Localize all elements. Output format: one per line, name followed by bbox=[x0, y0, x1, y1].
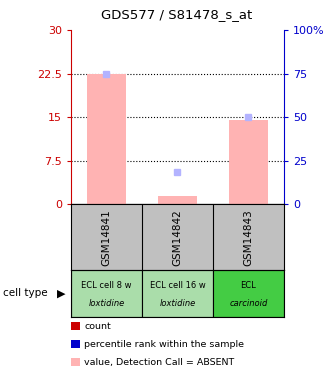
Text: count: count bbox=[84, 322, 111, 331]
Text: GSM14841: GSM14841 bbox=[101, 209, 112, 266]
Bar bbox=[158, 196, 197, 204]
Text: ECL cell 8 w: ECL cell 8 w bbox=[81, 280, 132, 290]
Text: GSM14843: GSM14843 bbox=[243, 209, 253, 266]
Text: value, Detection Call = ABSENT: value, Detection Call = ABSENT bbox=[84, 358, 234, 367]
Text: ▶: ▶ bbox=[57, 288, 65, 298]
Text: cell type: cell type bbox=[3, 288, 48, 298]
Text: carcinoid: carcinoid bbox=[229, 299, 268, 308]
Bar bbox=[213, 270, 284, 317]
Text: ECL: ECL bbox=[241, 280, 256, 290]
Bar bbox=[71, 270, 142, 317]
Text: percentile rank within the sample: percentile rank within the sample bbox=[84, 340, 244, 349]
Text: loxtidine: loxtidine bbox=[88, 299, 124, 308]
Bar bbox=[87, 74, 126, 204]
Text: loxtidine: loxtidine bbox=[159, 299, 195, 308]
Text: ECL cell 16 w: ECL cell 16 w bbox=[149, 280, 205, 290]
Text: GDS577 / S81478_s_at: GDS577 / S81478_s_at bbox=[101, 8, 252, 21]
Bar bbox=[229, 120, 268, 204]
Text: GSM14842: GSM14842 bbox=[172, 209, 182, 266]
Bar bbox=[142, 270, 213, 317]
